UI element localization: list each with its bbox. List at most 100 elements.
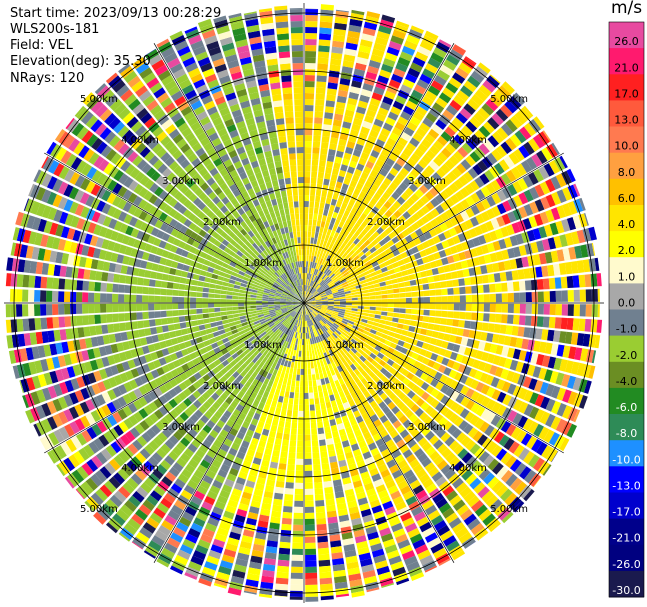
velocity-cell: [359, 336, 367, 342]
velocity-cell: [542, 278, 550, 290]
velocity-cell: [293, 337, 297, 344]
velocity-cell: [313, 292, 320, 297]
velocity-cell: [317, 51, 330, 59]
velocity-cell: [341, 415, 349, 423]
velocity-cell: [296, 452, 304, 459]
velocity-cell: [444, 159, 455, 170]
velocity-cell: [325, 357, 331, 365]
velocity-cell: [509, 134, 522, 147]
velocity-cell: [465, 138, 478, 150]
velocity-cell: [176, 521, 189, 533]
velocity-cell: [465, 312, 472, 320]
velocity-cell: [450, 205, 460, 216]
velocity-cell: [179, 277, 187, 284]
velocity-cell: [324, 324, 330, 330]
velocity-cell: [436, 167, 447, 178]
velocity-cell: [326, 293, 333, 297]
velocity-cell: [385, 117, 396, 127]
velocity-cell: [352, 354, 359, 361]
velocity-cell: [353, 222, 361, 230]
velocity-cell: [329, 327, 336, 333]
velocity-cell: [429, 337, 438, 346]
velocity-cell: [226, 299, 233, 303]
velocity-cell: [259, 375, 266, 383]
velocity-cell: [310, 301, 316, 303]
velocity-cell: [534, 380, 544, 393]
velocity-cell: [320, 294, 327, 298]
velocity-cell: [309, 297, 315, 301]
velocity-cell: [64, 279, 72, 290]
velocity-cell: [533, 169, 544, 183]
velocity-cell: [412, 132, 424, 143]
velocity-cell: [326, 191, 333, 199]
velocity-cell: [342, 260, 349, 267]
velocity-cell: [285, 366, 290, 374]
velocity-cell: [334, 353, 340, 360]
velocity-cell: [351, 297, 358, 301]
velocity-cell: [334, 219, 341, 227]
velocity-cell: [496, 404, 507, 417]
velocity-cell: [485, 374, 495, 386]
velocity-cell: [355, 415, 364, 424]
velocity-cell: [529, 201, 539, 214]
velocity-cell: [332, 324, 338, 330]
velocity-cell: [399, 298, 406, 303]
velocity-cell: [372, 250, 380, 257]
velocity-cell: [341, 183, 349, 191]
velocity-cell: [392, 177, 402, 186]
velocity-cell: [320, 310, 326, 314]
velocity-cell: [172, 289, 179, 296]
velocity-cell: [367, 493, 379, 503]
velocity-cell: [376, 410, 385, 419]
velocity-cell: [399, 544, 413, 555]
velocity-cell: [301, 326, 303, 333]
velocity-cell: [221, 315, 228, 321]
velocity-cell: [249, 506, 260, 515]
velocity-cell: [262, 496, 273, 505]
velocity-cell: [328, 271, 334, 278]
velocity-cell: [310, 312, 315, 319]
velocity-cell: [424, 350, 433, 359]
velocity-cell: [402, 78, 415, 89]
velocity-cell: [318, 289, 325, 294]
velocity-cell: [400, 347, 408, 355]
velocity-cell: [321, 305, 328, 308]
velocity-cell: [305, 536, 316, 543]
velocity-cell: [296, 320, 300, 327]
velocity-cell: [354, 143, 364, 152]
velocity-cell: [156, 326, 163, 334]
velocity-cell: [282, 353, 288, 360]
velocity-cell: [318, 321, 323, 328]
velocity-cell: [362, 352, 369, 359]
velocity-cell: [547, 329, 555, 342]
velocity-cell: [306, 255, 309, 262]
velocity-cell: [230, 525, 243, 535]
velocity-cell: [250, 437, 259, 446]
velocity-cell: [350, 261, 358, 268]
velocity-cell: [28, 289, 35, 302]
velocity-cell: [292, 410, 298, 417]
velocity-cell: [262, 563, 276, 572]
velocity-cell: [369, 197, 378, 206]
velocity-cell: [431, 172, 442, 182]
velocity-cell: [555, 173, 567, 188]
velocity-cell: [384, 506, 396, 516]
velocity-cell: [227, 499, 239, 509]
velocity-cell: [343, 388, 350, 396]
velocity-cell: [351, 123, 361, 132]
velocity-cell: [443, 230, 452, 239]
velocity-cell: [343, 361, 350, 369]
velocity-cell: [508, 496, 522, 510]
velocity-cell: [448, 121, 460, 133]
velocity-cell: [445, 326, 452, 334]
velocity-cell: [272, 504, 282, 512]
velocity-cell: [383, 397, 392, 406]
velocity-cell: [515, 430, 527, 443]
velocity-cell: [317, 342, 321, 349]
velocity-cell: [342, 347, 348, 355]
velocity-cell: [355, 182, 364, 191]
velocity-cell: [457, 146, 469, 158]
velocity-cell: [512, 500, 525, 513]
velocity-cell: [370, 54, 383, 63]
velocity-cell: [435, 215, 444, 225]
